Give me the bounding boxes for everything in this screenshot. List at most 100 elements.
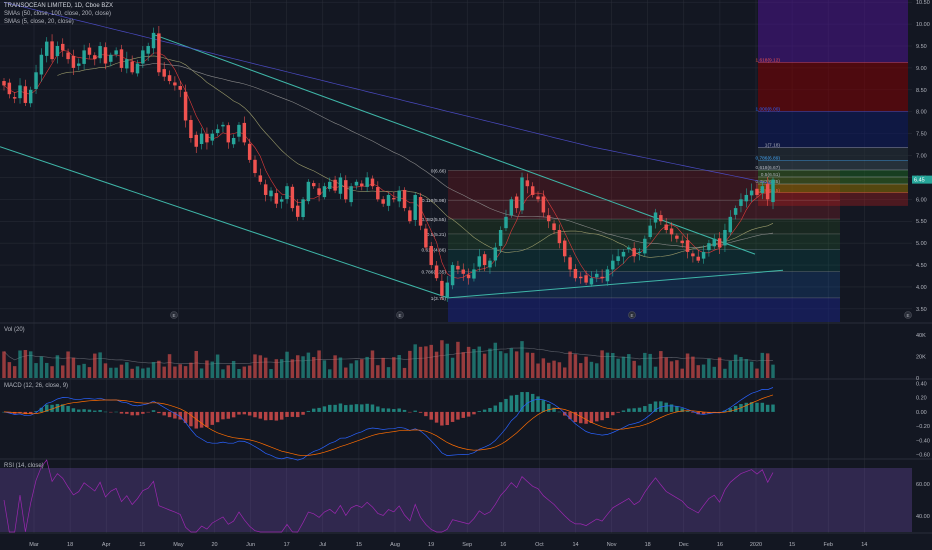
channel-lower-trendline xyxy=(0,146,449,299)
candle-body xyxy=(162,69,166,77)
macd-histogram-bar xyxy=(771,404,775,412)
candle-body xyxy=(39,54,44,75)
candle-body xyxy=(205,133,209,143)
candle-body xyxy=(755,188,759,195)
macd-histogram-bar xyxy=(456,411,460,420)
volume-bar xyxy=(771,364,775,378)
macd-histogram-bar xyxy=(472,411,476,415)
candle-body xyxy=(739,199,743,206)
y-tick-label: 4.00 xyxy=(916,285,927,291)
volume-bar xyxy=(141,368,145,378)
candle-body xyxy=(263,184,268,195)
x-tick-label: 18 xyxy=(67,542,73,548)
candle-body xyxy=(482,254,487,266)
macd-histogram-bar xyxy=(536,396,540,412)
x-tick-label: Dec xyxy=(679,542,689,548)
macd-histogram-bar xyxy=(488,408,492,412)
macd-y-tick-label: −0.20 xyxy=(916,424,930,430)
candle-body xyxy=(413,194,417,220)
volume-bar xyxy=(627,354,631,378)
macd-histogram-bar xyxy=(466,411,471,417)
main-legend: TRANSOCEAN LIMITED, 1D, Cboe BZX SMAs (5… xyxy=(4,2,113,26)
fib-retracement-base-band xyxy=(448,297,840,322)
candle-body xyxy=(552,223,556,230)
macd-histogram-bar xyxy=(413,410,417,412)
candle-body xyxy=(728,216,733,233)
volume-bar xyxy=(434,351,439,378)
volume-bar xyxy=(514,351,519,378)
candle-body xyxy=(568,257,572,270)
y-tick-label: 3.50 xyxy=(916,307,927,313)
x-tick-label: Nov xyxy=(607,542,617,548)
rsi-y-tick-label: 60.00 xyxy=(916,482,930,488)
macd-histogram-bar xyxy=(765,404,770,412)
candle-body xyxy=(600,276,604,279)
macd-histogram-bar xyxy=(34,411,38,412)
candle-body xyxy=(525,180,530,187)
last-price-tag xyxy=(912,175,932,184)
volume-bar xyxy=(349,363,353,378)
candle-body xyxy=(312,183,316,187)
volume-bar xyxy=(157,360,161,378)
volume-bar xyxy=(402,367,407,378)
macd-histogram-bar xyxy=(146,411,150,413)
macd-histogram-bar xyxy=(541,400,546,412)
volume-bar xyxy=(354,360,359,378)
candle-body xyxy=(584,275,588,283)
macd-y-tick-label: 0.40 xyxy=(916,382,927,388)
candle-body xyxy=(82,50,86,64)
volume-bar xyxy=(279,359,284,378)
candle-body xyxy=(504,216,508,229)
fib-extension-band xyxy=(758,169,908,177)
candle-body xyxy=(290,186,295,209)
volume-bar xyxy=(151,362,156,378)
candle-body xyxy=(34,72,38,89)
candle-body xyxy=(381,199,385,204)
candle-body xyxy=(546,215,551,222)
fib-extension-band xyxy=(758,147,908,161)
volume-bar xyxy=(7,362,12,378)
macd-histogram-bar xyxy=(552,407,556,412)
x-tick-label: Jul xyxy=(319,542,326,548)
volume-bar xyxy=(568,351,572,378)
support-trendline xyxy=(447,269,784,299)
volume-bar xyxy=(440,340,444,378)
macd-histogram-bar xyxy=(562,411,567,416)
macd-histogram-bar xyxy=(157,411,161,414)
y-tick-label: 6.00 xyxy=(916,197,927,203)
volume-bar xyxy=(215,354,220,378)
macd-histogram-bar xyxy=(263,411,268,421)
macd-histogram-bar xyxy=(183,411,188,423)
candle-body xyxy=(199,133,204,144)
candle-body xyxy=(440,280,444,296)
volume-bar xyxy=(167,354,172,378)
rsi-line xyxy=(3,459,774,533)
volume-bar xyxy=(472,349,476,378)
volume-bar xyxy=(231,360,236,378)
x-tick-label: 15 xyxy=(789,542,795,548)
volume-bar xyxy=(109,367,113,378)
volume-bar xyxy=(285,351,289,378)
fib-level-label: 0.786(4.35) xyxy=(421,270,446,276)
volume-bar xyxy=(328,369,332,378)
macd-y-tick-label: 0.00 xyxy=(916,410,927,416)
volume-bar xyxy=(344,367,348,378)
candle-body xyxy=(231,138,236,145)
candle-body xyxy=(12,97,17,99)
volume-bar xyxy=(493,342,498,378)
volume-bar xyxy=(755,368,759,378)
macd-histogram-bar xyxy=(98,410,102,412)
macd-histogram-bar xyxy=(360,404,364,412)
candle-body xyxy=(178,85,182,90)
candle-body xyxy=(215,129,220,133)
x-tick-label: Jun xyxy=(246,542,255,548)
volume-bar xyxy=(659,351,663,378)
macd-histogram-bar xyxy=(135,411,140,416)
candle-body xyxy=(669,228,674,235)
fib-level-label: 0.5(5.21) xyxy=(427,232,447,238)
macd-histogram-bar xyxy=(611,411,615,416)
candle-body xyxy=(621,251,626,257)
macd-histogram-bar xyxy=(306,410,311,412)
macd-histogram-bar xyxy=(445,411,449,426)
volume-bar xyxy=(146,367,150,378)
